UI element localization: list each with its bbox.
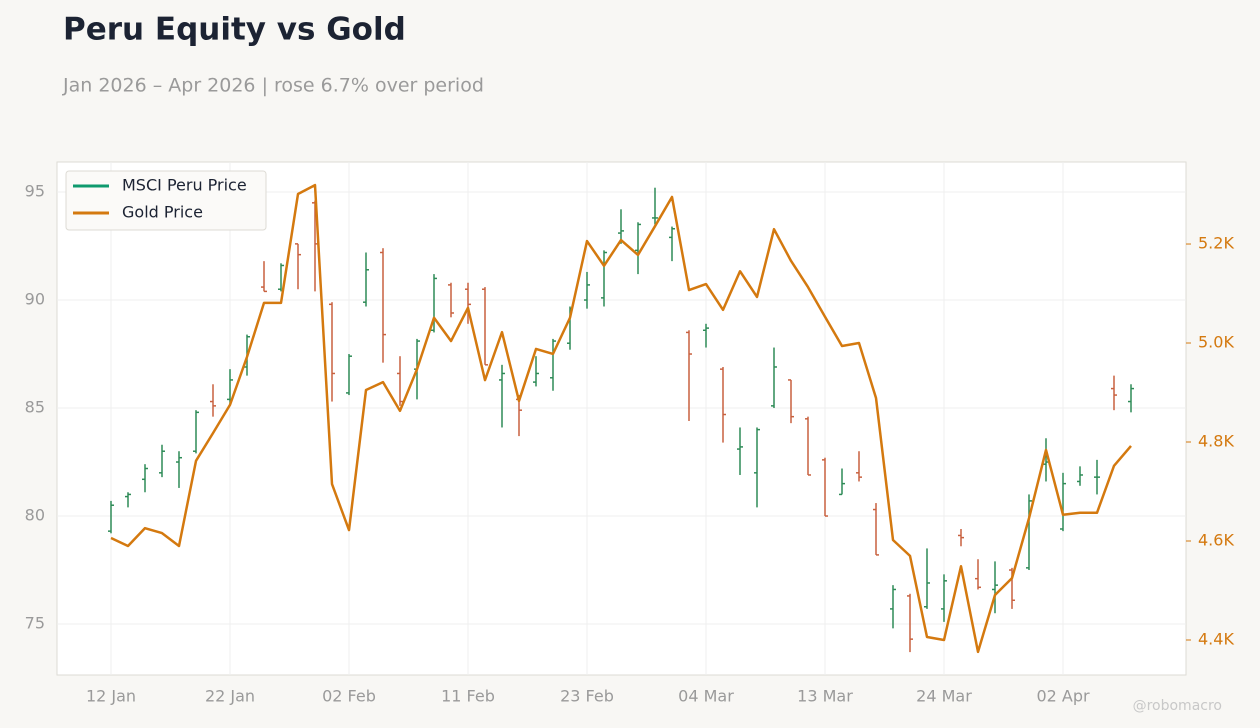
x-tick-label: 13 Mar — [797, 687, 853, 706]
y-tick-label: 75 — [25, 614, 45, 633]
x-tick-label: 23 Feb — [560, 687, 614, 706]
y2-tick-label: 4.8K — [1198, 432, 1234, 451]
x-tick-label: 02 Apr — [1036, 687, 1090, 706]
chart-subtitle: Jan 2026 – Apr 2026 | rose 6.7% over per… — [62, 75, 484, 97]
x-tick-label: 12 Jan — [86, 687, 136, 706]
legend-label: MSCI Peru Price — [122, 176, 247, 195]
y2-tick-label: 4.4K — [1198, 630, 1234, 649]
x-tick-label: 04 Mar — [678, 687, 734, 706]
x-tick-label: 02 Feb — [322, 687, 376, 706]
x-tick-label: 22 Jan — [205, 687, 255, 706]
y2-tick-label: 4.6K — [1198, 531, 1234, 550]
x-tick-label: 11 Feb — [441, 687, 495, 706]
y-tick-label: 90 — [25, 290, 45, 309]
y2-tick-label: 5.2K — [1198, 234, 1234, 253]
y-tick-label: 85 — [25, 398, 45, 417]
watermark: @robomacro — [1133, 698, 1222, 714]
legend-label: Gold Price — [122, 203, 203, 222]
y-tick-label: 80 — [25, 506, 45, 525]
chart-title: Peru Equity vs Gold — [63, 12, 406, 48]
y-tick-label: 95 — [25, 182, 45, 201]
y2-tick-label: 5.0K — [1198, 333, 1234, 352]
legend-box — [65, 170, 267, 231]
gold-line — [110, 183, 1132, 654]
plot-area — [56, 161, 1187, 676]
x-tick-label: 24 Mar — [916, 687, 972, 706]
